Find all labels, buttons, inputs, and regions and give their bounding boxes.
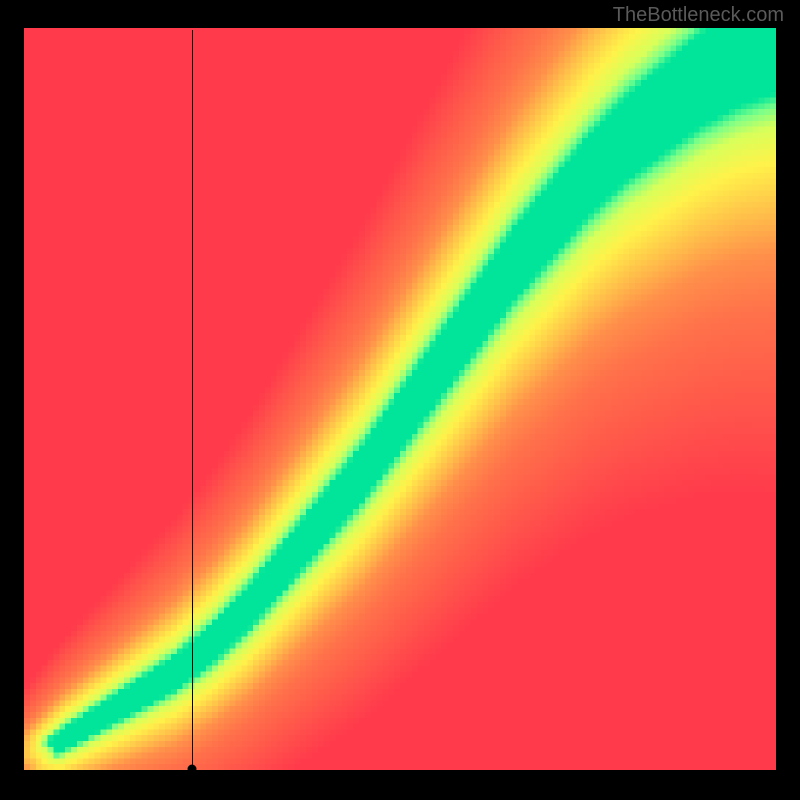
marker-vertical-line bbox=[192, 30, 193, 770]
heatmap-chart bbox=[24, 28, 776, 770]
marker-dot bbox=[188, 765, 197, 774]
heatmap-canvas bbox=[24, 28, 776, 770]
watermark-text: TheBottleneck.com bbox=[613, 4, 784, 27]
